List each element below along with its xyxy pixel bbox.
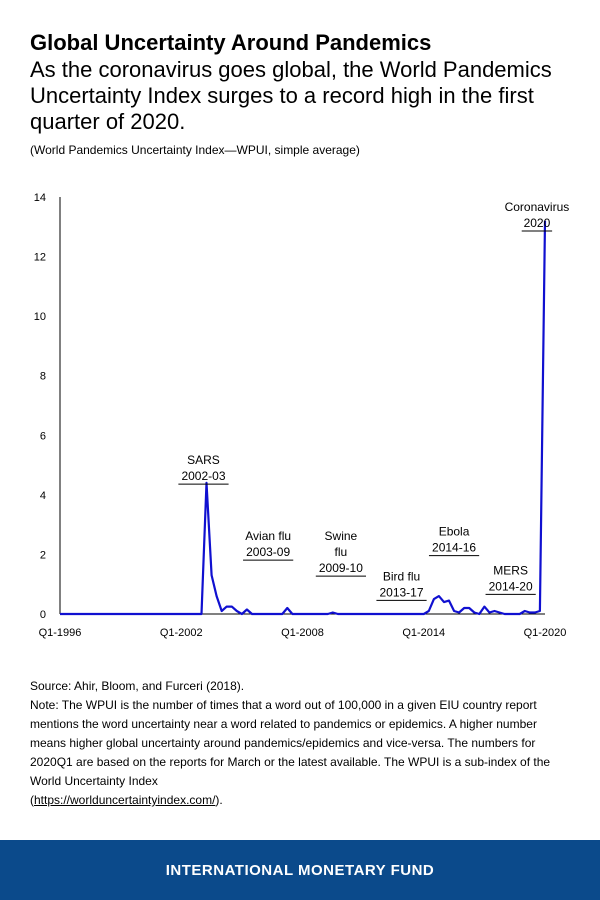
measure-note: (World Pandemics Uncertainty Index—WPUI,…: [30, 143, 360, 157]
chart-header: Global Uncertainty Around Pandemics As t…: [30, 30, 575, 158]
x-tick-label: Q1-1996: [39, 627, 82, 639]
footer-notes: Source: Ahir, Bloom, and Furceri (2018).…: [30, 677, 575, 810]
event-annotation-label: 2013-17: [379, 585, 423, 599]
imf-footer-bar: INTERNATIONAL MONETARY FUND: [0, 840, 600, 900]
event-annotation-label: 2014-16: [432, 541, 476, 555]
wpui-line-chart: 0 2 4 6 8 10 12 14 Q1-1996 Q1-2002 Q1-2008 Q1-2014 Q…: [34, 192, 570, 639]
imf-brand: INTERNATIONAL MONETARY FUND: [165, 861, 435, 879]
y-tick-label: 8: [40, 371, 46, 383]
note-body: Note: The WPUI is the number of times th…: [30, 698, 551, 788]
event-annotation-label: 2009-10: [319, 561, 363, 575]
event-annotation-label: Swine: [325, 529, 358, 543]
event-annotation-label: MERS: [493, 563, 528, 577]
event-annotation-label: 2003-09: [246, 545, 290, 559]
y-tick-label: 0: [40, 609, 46, 621]
x-tick-label: Q1-2002: [160, 627, 203, 639]
chart-subtitle: As the coronavirus goes global, the Worl…: [30, 57, 552, 134]
y-tick-label: 6: [40, 430, 46, 442]
y-tick-label: 4: [40, 490, 46, 502]
wui-link[interactable]: https://worlduncertaintyindex.com/: [34, 793, 216, 807]
y-tick-label: 10: [34, 311, 46, 323]
y-tick-label: 12: [34, 252, 46, 264]
event-annotation-label: flu: [335, 545, 348, 559]
event-annotation-label: 2014-20: [489, 579, 533, 593]
event-annotation-label: Avian flu: [245, 529, 291, 543]
event-annotation-label: 2020: [524, 216, 551, 230]
event-annotation-label: Ebola: [439, 525, 470, 539]
event-annotation-label: SARS: [187, 453, 220, 467]
x-tick-label: Q1-2014: [402, 627, 445, 639]
x-tick-label: Q1-2008: [281, 627, 324, 639]
wpui-series-line: [60, 220, 547, 616]
y-tick-label: 14: [34, 192, 46, 204]
event-annotation-label: Coronavirus: [505, 200, 570, 214]
y-tick-label: 2: [40, 549, 46, 561]
event-annotation-label: 2002-03: [181, 469, 225, 483]
note-text: Note: The WPUI is the number of times th…: [30, 698, 551, 807]
note-period: .: [219, 793, 223, 807]
x-tick-label: Q1-2020: [524, 627, 567, 639]
source-text: Source: Ahir, Bloom, and Furceri (2018).: [30, 679, 245, 693]
event-annotation-label: Bird flu: [383, 569, 420, 583]
chart-title: Global Uncertainty Around Pandemics: [30, 30, 432, 55]
